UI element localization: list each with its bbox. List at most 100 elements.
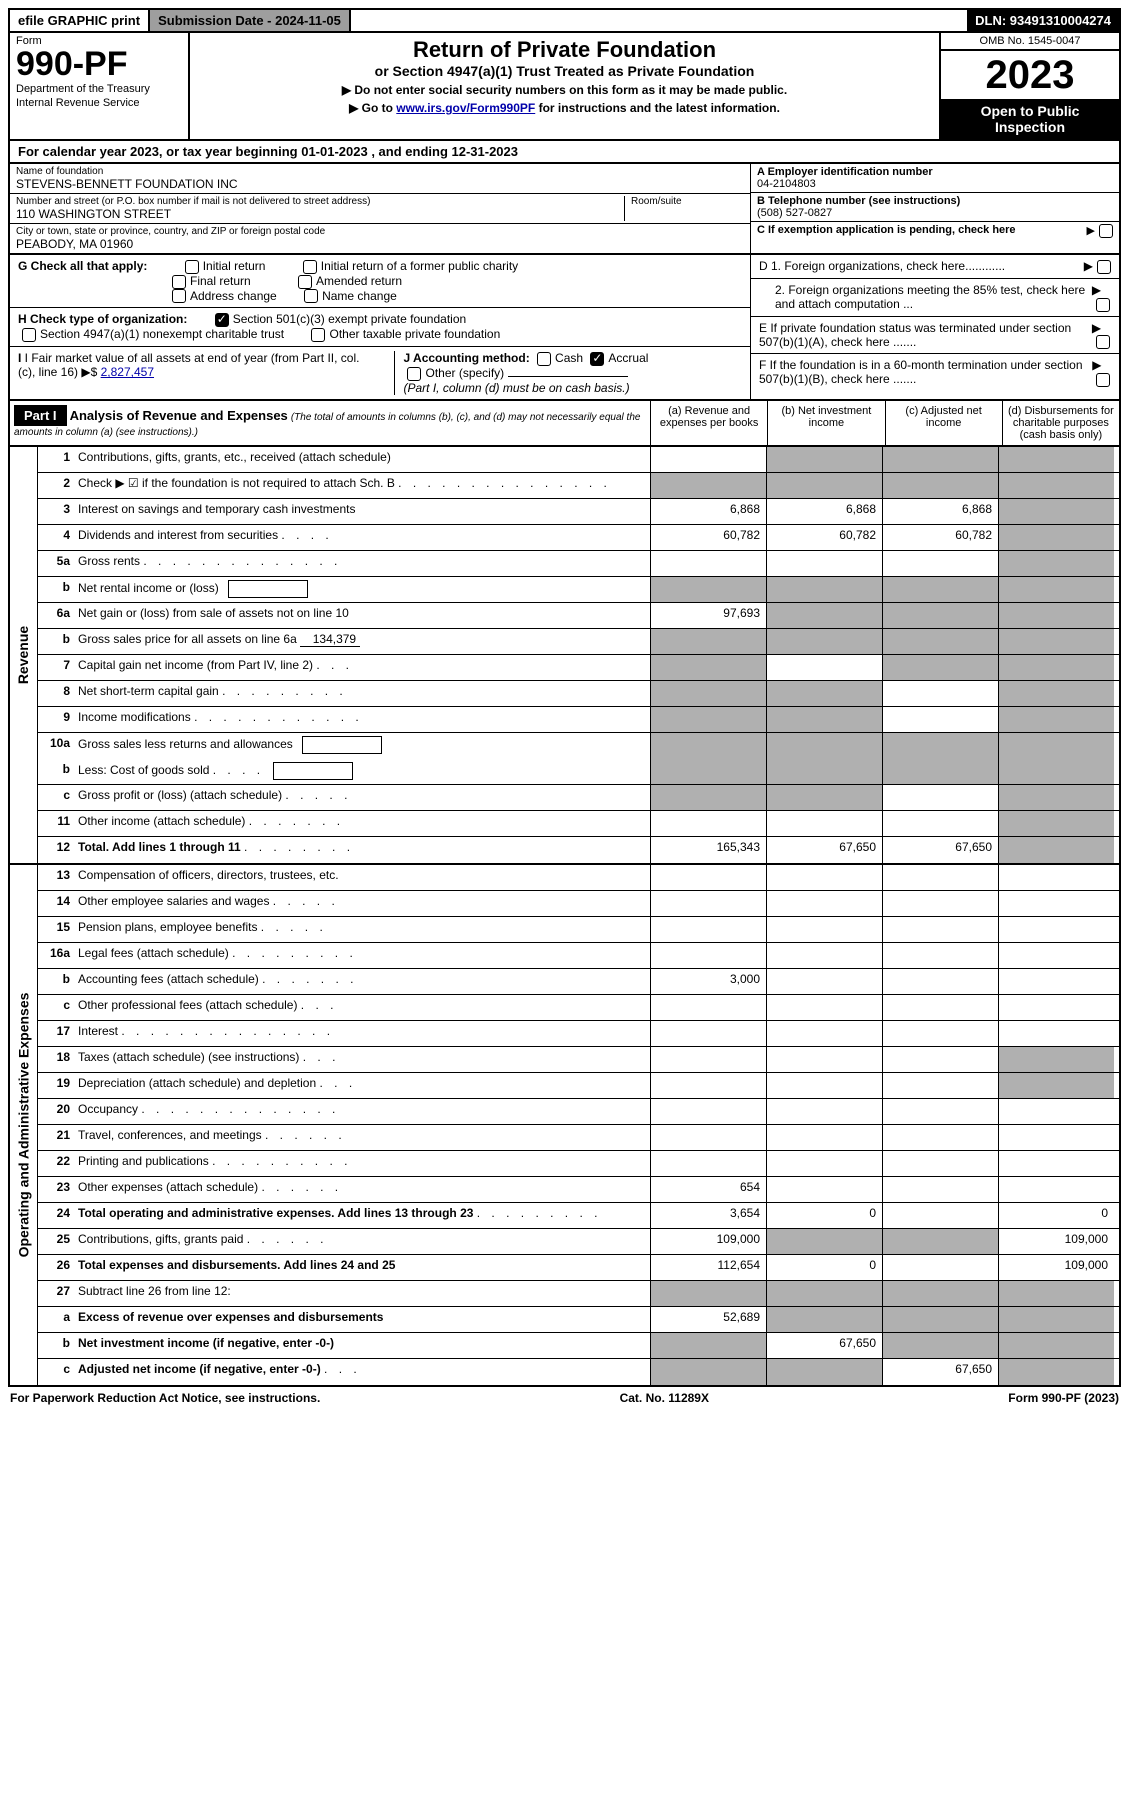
check-left: G Check all that apply: Initial return I…	[10, 255, 750, 399]
part-i-badge: Part I	[14, 405, 67, 426]
cell-d: 0	[998, 1203, 1114, 1228]
cell-d	[998, 681, 1114, 706]
cb-name-change[interactable]	[304, 289, 318, 303]
checkbox-c[interactable]	[1099, 224, 1113, 238]
cell-d: 109,000	[998, 1255, 1114, 1280]
cell-c	[882, 811, 998, 836]
line-description: Net gain or (loss) from sale of assets n…	[74, 603, 650, 628]
cell-a	[650, 811, 766, 836]
dept-irs: Internal Revenue Service	[16, 97, 182, 109]
cb-initial-public[interactable]	[303, 260, 317, 274]
cell-a	[650, 1359, 766, 1385]
cell-c	[882, 473, 998, 498]
cell-a: 52,689	[650, 1307, 766, 1332]
line-number: 25	[38, 1229, 74, 1254]
cb-other-taxable[interactable]	[311, 328, 325, 342]
check-sections: G Check all that apply: Initial return I…	[8, 255, 1121, 401]
cell-d	[998, 473, 1114, 498]
cell-b	[766, 1099, 882, 1124]
cell-a	[650, 1047, 766, 1072]
line-number: 13	[38, 865, 74, 890]
omb-number: OMB No. 1545-0047	[941, 33, 1119, 51]
entity-right: A Employer identification number 04-2104…	[750, 164, 1119, 253]
cell-a	[650, 943, 766, 968]
cb-other-method[interactable]	[407, 367, 421, 381]
line-description: Depreciation (attach schedule) and deple…	[74, 1073, 650, 1098]
address-row: Number and street (or P.O. box number if…	[10, 194, 750, 224]
cell-d	[998, 1073, 1114, 1098]
line-number: 27	[38, 1281, 74, 1306]
cell-a	[650, 1281, 766, 1306]
cb-d1[interactable]	[1097, 260, 1111, 274]
footer-right: Form 990-PF (2023)	[1008, 1391, 1119, 1405]
table-row: 25Contributions, gifts, grants paid . . …	[38, 1229, 1119, 1255]
cell-c	[882, 655, 998, 680]
line-number: 10a	[38, 733, 74, 759]
line-number: 18	[38, 1047, 74, 1072]
cell-b: 67,650	[766, 837, 882, 863]
cb-e[interactable]	[1096, 335, 1110, 349]
irs-link[interactable]: www.irs.gov/Form990PF	[396, 101, 535, 115]
cell-a: 109,000	[650, 1229, 766, 1254]
cb-4947[interactable]	[22, 328, 36, 342]
line-number: 24	[38, 1203, 74, 1228]
cb-address[interactable]	[172, 289, 186, 303]
cb-final[interactable]	[172, 275, 186, 289]
table-row: 3Interest on savings and temporary cash …	[38, 499, 1119, 525]
efile-label: efile GRAPHIC print	[10, 10, 148, 31]
cell-d	[998, 655, 1114, 680]
cb-accrual[interactable]	[590, 352, 604, 366]
cell-a: 60,782	[650, 525, 766, 550]
cb-cash[interactable]	[537, 352, 551, 366]
form-header: Form 990-PF Department of the Treasury I…	[8, 33, 1121, 141]
cell-a	[650, 707, 766, 732]
line-description: Other professional fees (attach schedule…	[74, 995, 650, 1020]
part-i-header: Part I Analysis of Revenue and Expenses …	[8, 401, 1121, 447]
table-row: 7Capital gain net income (from Part IV, …	[38, 655, 1119, 681]
cb-d2[interactable]	[1096, 298, 1110, 312]
entity-left: Name of foundation STEVENS-BENNETT FOUND…	[10, 164, 750, 253]
cell-d	[998, 891, 1114, 916]
cell-c	[882, 447, 998, 472]
cell-a	[650, 759, 766, 784]
cell-c	[882, 1177, 998, 1202]
year-box: OMB No. 1545-0047 2023 Open to Public In…	[939, 33, 1119, 139]
cb-initial[interactable]	[185, 260, 199, 274]
cell-b	[766, 969, 882, 994]
cell-d	[998, 785, 1114, 810]
line-description: Total. Add lines 1 through 11 . . . . . …	[74, 837, 650, 863]
line-description: Contributions, gifts, grants, etc., rece…	[74, 447, 650, 472]
line-description: Legal fees (attach schedule) . . . . . .…	[74, 943, 650, 968]
line-number: 5a	[38, 551, 74, 576]
table-row: 4Dividends and interest from securities …	[38, 525, 1119, 551]
form-number-box: Form 990-PF Department of the Treasury I…	[10, 33, 190, 139]
cb-amended[interactable]	[298, 275, 312, 289]
line-number: 17	[38, 1021, 74, 1046]
cell-d	[998, 811, 1114, 836]
cell-a: 112,654	[650, 1255, 766, 1280]
cb-501c3[interactable]	[215, 313, 229, 327]
name-row: Name of foundation STEVENS-BENNETT FOUND…	[10, 164, 750, 194]
cb-f[interactable]	[1096, 373, 1110, 387]
line-number: b	[38, 577, 74, 602]
table-row: 17Interest . . . . . . . . . . . . . . .	[38, 1021, 1119, 1047]
table-row: 13Compensation of officers, directors, t…	[38, 865, 1119, 891]
table-row: 12Total. Add lines 1 through 11 . . . . …	[38, 837, 1119, 863]
cell-d	[998, 447, 1114, 472]
form-note1: ▶ Do not enter social security numbers o…	[200, 83, 929, 97]
line-description: Excess of revenue over expenses and disb…	[74, 1307, 650, 1332]
cell-c	[882, 1307, 998, 1332]
cell-b	[766, 943, 882, 968]
cell-b	[766, 1125, 882, 1150]
cell-b	[766, 1047, 882, 1072]
tax-year: 2023	[941, 51, 1119, 99]
line-description: Gross sales price for all assets on line…	[74, 629, 650, 654]
part-i-desc: Part I Analysis of Revenue and Expenses …	[10, 401, 650, 445]
cell-a	[650, 473, 766, 498]
cell-b	[766, 551, 882, 576]
cell-d: 109,000	[998, 1229, 1114, 1254]
line-number: c	[38, 785, 74, 810]
line-description: Net rental income or (loss)	[74, 577, 650, 602]
cell-a	[650, 1099, 766, 1124]
cell-d	[998, 733, 1114, 759]
